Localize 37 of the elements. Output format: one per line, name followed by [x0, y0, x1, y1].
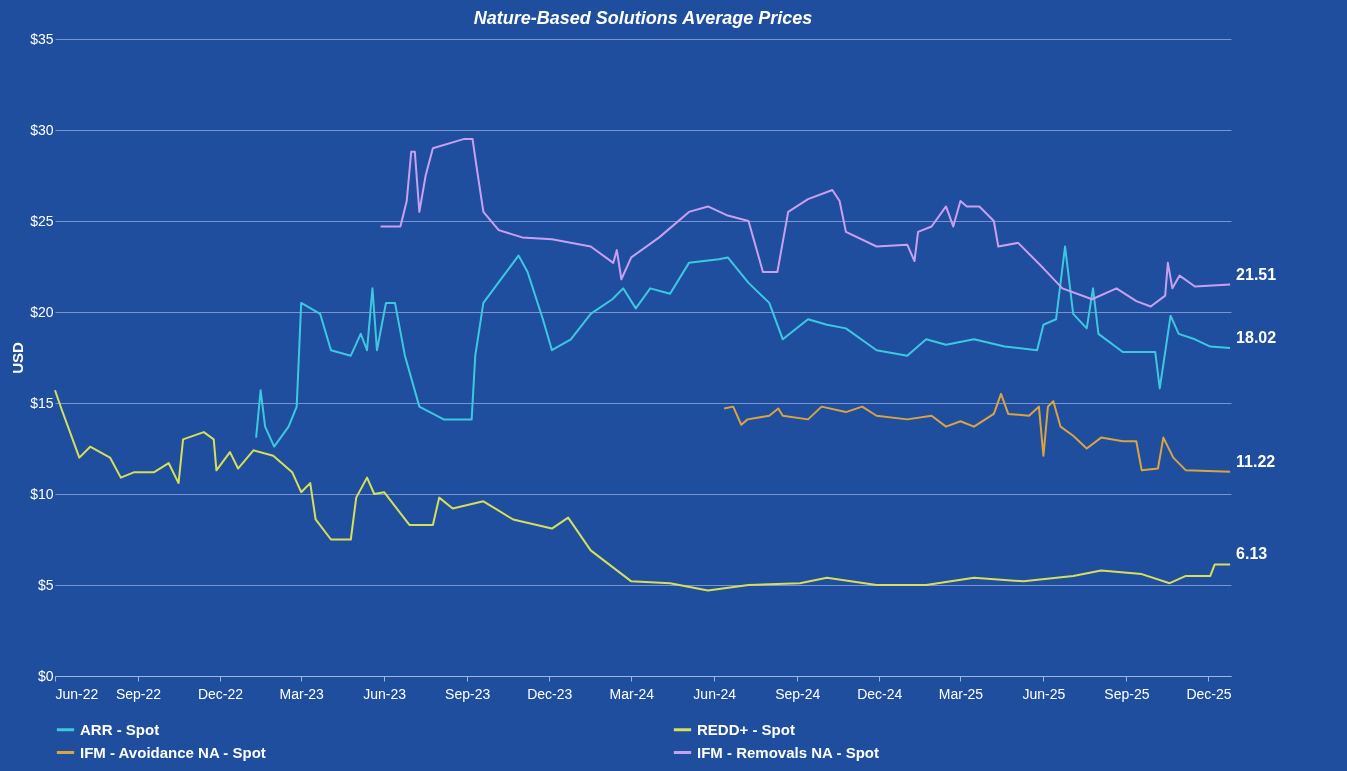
legend-label: REDD+ - Spot: [697, 720, 795, 738]
line-series: [54, 389, 1232, 592]
x-tick-label: Jun-23: [363, 685, 407, 702]
x-tick-label: Sep-23: [445, 685, 491, 702]
x-tick-label: Jun-22: [55, 685, 99, 702]
x-tick-label: Jun-24: [693, 685, 737, 702]
y-tick-label: $35: [30, 30, 54, 47]
x-tick-label: Dec-25: [1186, 685, 1232, 702]
y-tick-label: $5: [37, 576, 54, 593]
x-tick-label: Jun-25: [1022, 685, 1066, 702]
line-series: [255, 245, 1232, 448]
legend-label: IFM - Avoidance NA - Spot: [80, 743, 266, 761]
legend-label: ARR - Spot: [80, 720, 160, 738]
x-tick-label: Sep-22: [115, 685, 162, 702]
line-series: [379, 138, 1232, 308]
chart-title: Nature-Based Solutions Average Prices: [473, 8, 813, 28]
line-series: [723, 392, 1232, 473]
y-tick-label: $30: [30, 121, 54, 138]
y-tick-label: $25: [30, 212, 54, 229]
legend-label: IFM - Removals NA - Spot: [697, 743, 879, 761]
y-tick-label: $15: [30, 394, 54, 411]
x-tick-label: Mar-24: [609, 685, 655, 702]
y-axis-title: USD: [9, 342, 27, 374]
x-tick-label: Dec-24: [857, 685, 903, 702]
y-tick-label: $10: [30, 485, 54, 502]
y-tick-label: $20: [30, 303, 54, 320]
annotation: 18.02: [1236, 329, 1277, 347]
annotation: 21.51: [1236, 265, 1277, 283]
x-tick-label: Sep-25: [1104, 685, 1150, 702]
y-tick-label: $0: [37, 667, 54, 684]
annotation: 11.22: [1236, 452, 1276, 470]
x-tick-label: Sep-24: [775, 685, 821, 702]
x-tick-label: Dec-23: [527, 685, 573, 702]
x-tick-label: Dec-22: [197, 685, 244, 702]
x-tick-label: Mar-23: [279, 685, 325, 702]
x-tick-label: Mar-25: [938, 685, 984, 702]
annotation: 6.13: [1236, 545, 1268, 563]
